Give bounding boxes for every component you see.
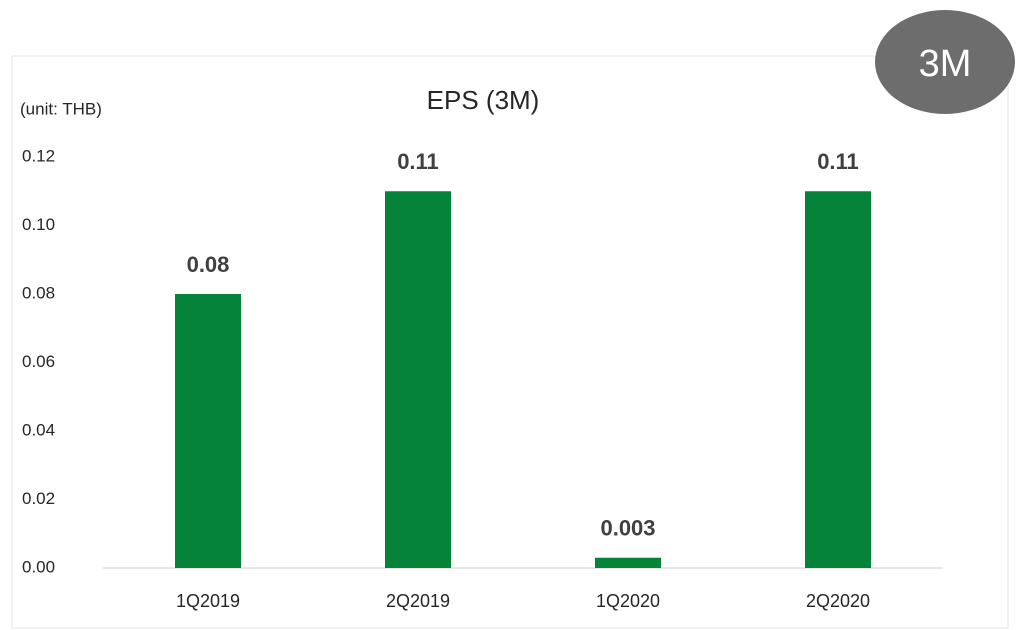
y-tick-label: 0.08 (22, 283, 55, 302)
x-tick-label: 2Q2020 (806, 591, 870, 611)
x-tick-label: 1Q2020 (596, 591, 660, 611)
x-tick-label: 1Q2019 (176, 591, 240, 611)
y-tick-label: 0.10 (22, 215, 55, 234)
y-tick-label: 0.06 (22, 352, 55, 371)
y-tick-label: 0.00 (22, 557, 55, 576)
value-label: 0.08 (187, 252, 230, 277)
bar (175, 294, 241, 568)
unit-label: (unit: THB) (20, 99, 102, 118)
bar (385, 191, 451, 568)
badge (875, 10, 1015, 114)
y-tick-label: 0.02 (22, 489, 55, 508)
value-label: 0.003 (600, 516, 655, 541)
value-label: 0.11 (817, 149, 859, 174)
y-tick-label: 0.04 (22, 420, 55, 439)
x-tick-label: 2Q2019 (386, 591, 450, 611)
value-label: 0.11 (397, 149, 439, 174)
y-tick-label: 0.12 (22, 146, 55, 165)
badge-label: 3M (919, 43, 972, 85)
bar (805, 191, 871, 568)
chart-title: EPS (3M) (427, 85, 540, 115)
bar (595, 557, 661, 568)
